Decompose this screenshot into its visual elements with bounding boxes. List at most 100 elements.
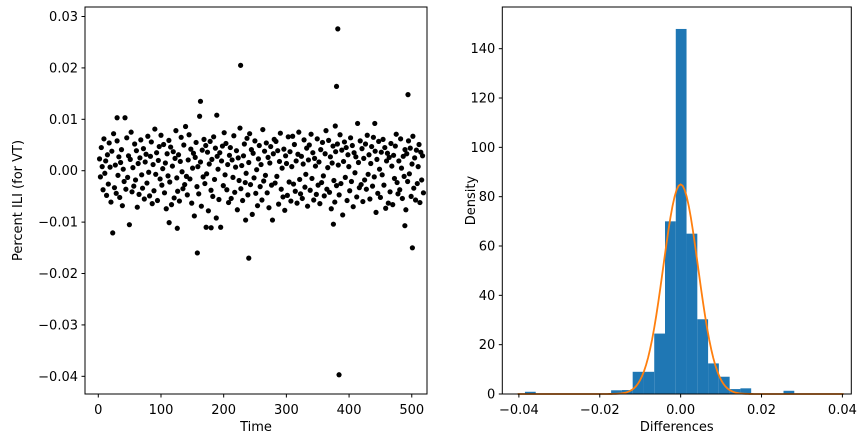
- scatter-point: [107, 164, 113, 170]
- scatter-point: [97, 174, 104, 180]
- scatter-point: [374, 156, 380, 162]
- scatter-point: [264, 190, 270, 196]
- scatter-point: [413, 147, 419, 153]
- scatter-point: [115, 172, 121, 178]
- scatter-point: [310, 150, 316, 156]
- scatter-point: [336, 372, 342, 378]
- scatter-point: [171, 195, 177, 201]
- scatter-point: [230, 174, 236, 180]
- scatter-point: [106, 140, 112, 146]
- scatter-point: [189, 165, 196, 171]
- scatter-point: [284, 192, 290, 198]
- scatter-point: [336, 192, 342, 198]
- scatter-point: [192, 154, 198, 160]
- scatter-point: [301, 137, 307, 143]
- scatter-point: [165, 173, 171, 179]
- scatter-point: [299, 195, 305, 202]
- scatter-subplot: 0 100 200 300 400 500 0.03 0.02 0.01 0.00 −0.01 −0.…: [11, 6, 428, 435]
- scatter-point: [243, 170, 249, 176]
- y-tick-label: 80: [479, 190, 496, 205]
- scatter-point: [198, 203, 204, 209]
- scatter-point: [260, 126, 266, 133]
- scatter-point: [308, 131, 314, 137]
- scatter-point: [186, 132, 192, 138]
- scatter-point: [288, 198, 294, 204]
- scatter-point: [216, 196, 222, 203]
- scatter-point: [179, 169, 185, 175]
- scatter-point: [244, 135, 250, 141]
- scatter-point: [153, 171, 159, 177]
- scatter-point: [175, 152, 182, 158]
- scatter-point: [309, 175, 315, 182]
- scatter-point: [182, 181, 188, 188]
- histogram-bar: [524, 391, 536, 394]
- scatter-point: [239, 162, 245, 169]
- scatter-point: [341, 139, 348, 145]
- scatter-point: [207, 138, 213, 145]
- scatter-point: [306, 142, 312, 148]
- scatter-point: [250, 150, 256, 156]
- scatter-point: [140, 146, 147, 152]
- scatter-point: [102, 170, 108, 176]
- x-axis-label: Time: [239, 420, 272, 435]
- scatter-point: [191, 213, 197, 219]
- scatter-point: [328, 206, 334, 212]
- scatter-point: [135, 160, 141, 167]
- scatter-point: [137, 155, 143, 161]
- scatter-point: [384, 150, 391, 156]
- scatter-point: [337, 132, 343, 138]
- scatter-point: [289, 164, 295, 170]
- scatter-point: [116, 154, 122, 160]
- histogram-bar: [675, 28, 687, 394]
- scatter-point: [362, 177, 368, 183]
- scatter-point: [365, 171, 371, 177]
- scatter-point: [281, 146, 287, 152]
- scatter-point: [125, 174, 131, 180]
- scatter-point: [287, 149, 293, 155]
- scatter-point: [144, 180, 150, 186]
- scatter-point: [327, 154, 333, 160]
- scatter-point: [354, 194, 360, 200]
- y-tick-label: 0: [487, 388, 495, 403]
- scatter-point: [197, 159, 204, 165]
- x-tick-label: −0.02: [580, 403, 620, 418]
- scatter-point: [407, 145, 413, 151]
- scatter-point: [148, 139, 154, 145]
- scatter-point: [390, 202, 396, 208]
- scatter-point: [349, 142, 355, 149]
- scatter-point: [129, 189, 135, 195]
- scatter-point: [209, 156, 215, 162]
- scatter-point: [399, 195, 405, 202]
- scatter-point: [273, 138, 279, 145]
- scatter-point: [152, 126, 158, 132]
- scatter-point: [386, 154, 392, 160]
- scatter-point: [276, 158, 283, 165]
- scatter-point: [265, 154, 271, 160]
- scatter-point: [110, 131, 117, 137]
- scatter-point: [178, 134, 184, 140]
- scatter-point: [174, 225, 180, 231]
- scatter-point: [121, 178, 127, 185]
- scatter-point: [388, 140, 394, 147]
- x-tick-label: 100: [149, 403, 174, 418]
- scatter-point: [169, 163, 175, 169]
- scatter-point: [189, 200, 195, 206]
- scatter-point: [363, 186, 369, 192]
- y-tick-label: 120: [470, 92, 495, 107]
- scatter-point: [130, 165, 136, 171]
- scatter-point: [335, 26, 341, 32]
- scatter-point: [366, 152, 372, 158]
- y-tick-label: 40: [479, 289, 496, 304]
- scatter-point: [303, 171, 309, 177]
- scatter-point: [346, 164, 352, 170]
- scatter-point: [414, 180, 420, 187]
- scatter-point: [330, 143, 336, 149]
- scatter-point: [252, 138, 258, 144]
- scatter-point: [211, 176, 218, 183]
- scatter-point: [161, 141, 167, 148]
- scatter-point: [240, 153, 247, 159]
- scatter-point: [391, 175, 398, 182]
- scatter-point: [190, 150, 197, 156]
- x-tick-label: 0: [94, 403, 102, 418]
- scatter-point: [228, 195, 234, 202]
